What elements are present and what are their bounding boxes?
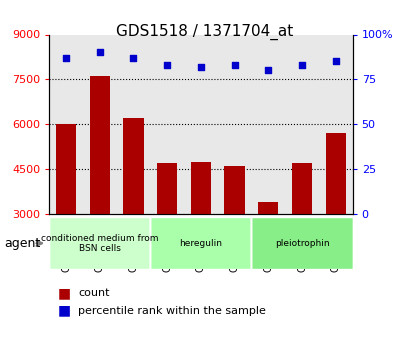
- FancyBboxPatch shape: [251, 217, 352, 269]
- Point: [231, 62, 237, 68]
- FancyBboxPatch shape: [49, 217, 150, 269]
- Point: [298, 62, 305, 68]
- Text: conditioned medium from
BSN cells: conditioned medium from BSN cells: [41, 234, 158, 253]
- Bar: [224, 166, 244, 214]
- Text: percentile rank within the sample: percentile rank within the sample: [78, 306, 265, 315]
- Bar: [258, 202, 278, 214]
- Point: [164, 62, 170, 68]
- Bar: [291, 163, 311, 214]
- Text: GDS1518 / 1371704_at: GDS1518 / 1371704_at: [116, 24, 293, 40]
- Text: heregulin: heregulin: [179, 239, 222, 248]
- Text: agent: agent: [4, 237, 40, 250]
- Text: pleiotrophin: pleiotrophin: [274, 239, 328, 248]
- Bar: [190, 161, 211, 214]
- Text: ■: ■: [57, 286, 70, 300]
- Bar: [90, 76, 110, 214]
- FancyBboxPatch shape: [150, 217, 251, 269]
- Point: [130, 55, 137, 61]
- Point: [197, 64, 204, 70]
- Bar: [325, 133, 345, 214]
- Point: [63, 55, 69, 61]
- Point: [264, 68, 271, 73]
- Point: [332, 59, 338, 64]
- Bar: [56, 124, 76, 214]
- Text: ■: ■: [57, 304, 70, 317]
- Point: [96, 50, 103, 55]
- Bar: [123, 118, 143, 214]
- Text: count: count: [78, 288, 109, 298]
- Bar: [157, 163, 177, 214]
